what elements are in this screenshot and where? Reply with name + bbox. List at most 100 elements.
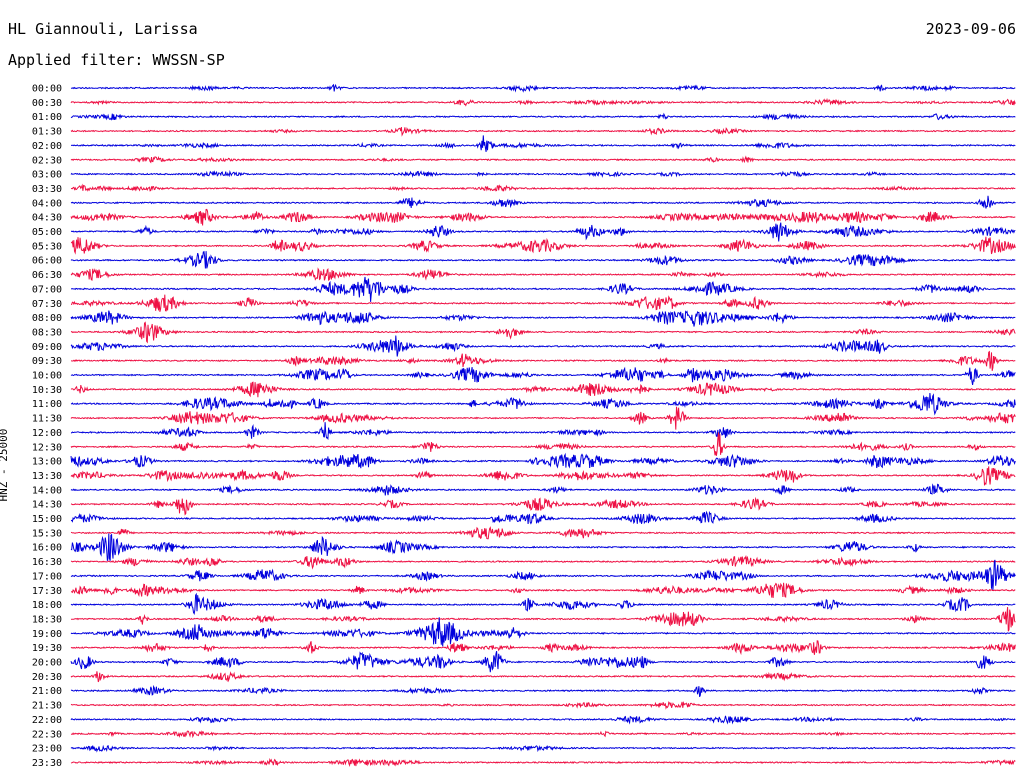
row-time-label: 04:30 xyxy=(32,213,62,224)
seismic-trace-row xyxy=(70,466,1016,486)
filter-label: Applied filter: WWSSN-SP xyxy=(8,51,225,69)
seismic-trace-row xyxy=(70,169,1016,178)
seismic-trace-row xyxy=(70,97,1016,107)
row-time-label: 03:00 xyxy=(32,170,62,181)
row-time-label: 01:00 xyxy=(32,112,62,123)
station-title: HL Giannouli, Larissa xyxy=(8,20,198,38)
row-time-label: 04:00 xyxy=(32,198,62,209)
row-time-label: 01:30 xyxy=(32,127,62,138)
seismic-trace-row xyxy=(70,183,1016,192)
seismic-trace-row xyxy=(70,554,1016,570)
row-time-label: 07:30 xyxy=(32,299,62,310)
seismic-trace-row xyxy=(70,195,1016,209)
row-time-label: 17:30 xyxy=(32,586,62,597)
row-time-label: 15:00 xyxy=(32,514,62,525)
seismic-trace-row xyxy=(70,267,1016,282)
row-time-label: 10:30 xyxy=(32,385,62,396)
row-time-label: 14:30 xyxy=(32,500,62,511)
row-time-label: 21:00 xyxy=(32,686,62,697)
seismic-trace-row xyxy=(70,496,1016,516)
seismic-trace-row xyxy=(70,701,1016,710)
seismic-trace-row xyxy=(70,392,1016,416)
seismic-trace-row xyxy=(70,422,1016,441)
seismic-trace-row xyxy=(70,310,1016,327)
seismic-trace-row xyxy=(70,366,1016,385)
seismic-trace-row xyxy=(70,684,1016,698)
seismic-trace-row xyxy=(70,83,1016,93)
row-time-label: 13:30 xyxy=(32,471,62,482)
seismic-trace-row xyxy=(70,533,1016,561)
row-time-label: 12:30 xyxy=(32,442,62,453)
row-time-label: 20:00 xyxy=(32,658,62,669)
seismic-trace-row xyxy=(70,208,1016,226)
seismic-trace-row xyxy=(70,650,1016,673)
seismic-trace-row xyxy=(70,155,1016,164)
seismic-trace-row xyxy=(70,335,1016,357)
row-time-label: 05:00 xyxy=(32,227,62,238)
seismic-trace-row xyxy=(70,640,1016,656)
date-label: 2023-09-06 xyxy=(925,20,1016,38)
seismic-trace-row xyxy=(70,236,1016,255)
row-time-label: 16:00 xyxy=(32,543,62,554)
row-time-label: 08:00 xyxy=(32,313,62,324)
seismic-trace-row xyxy=(70,135,1016,152)
seismic-trace-row xyxy=(70,276,1016,302)
row-time-label: 17:00 xyxy=(32,571,62,582)
seismic-trace-row xyxy=(70,730,1016,739)
row-time-label: 13:00 xyxy=(32,457,62,468)
row-time-label: 15:30 xyxy=(32,528,62,539)
row-time-label: 03:30 xyxy=(32,184,62,195)
seismic-trace-row xyxy=(70,406,1016,430)
seismic-trace-row xyxy=(70,483,1016,496)
seismic-trace-row xyxy=(70,757,1016,767)
seismic-trace-row xyxy=(70,432,1016,456)
seismic-trace-row xyxy=(70,592,1016,615)
row-time-label: 05:30 xyxy=(32,241,62,252)
seismic-trace-row xyxy=(70,526,1016,540)
seismic-trace-row xyxy=(71,294,1016,312)
seismic-trace-row xyxy=(70,617,1016,647)
seismic-trace-row xyxy=(70,452,1016,469)
seismic-trace-row xyxy=(70,671,1016,683)
seismic-trace-row xyxy=(71,582,1016,598)
row-time-label: 00:00 xyxy=(32,84,62,95)
row-time-label: 23:30 xyxy=(32,758,62,769)
row-time-label: 09:30 xyxy=(32,356,62,367)
row-time-label: 18:30 xyxy=(32,614,62,625)
row-time-label: 10:00 xyxy=(32,371,62,382)
row-time-label: 09:00 xyxy=(32,342,62,353)
row-time-label: 14:00 xyxy=(32,485,62,496)
row-time-label: 02:30 xyxy=(32,155,62,166)
row-time-label: 08:30 xyxy=(32,327,62,338)
row-time-label: 19:30 xyxy=(32,643,62,654)
row-time-label: 21:30 xyxy=(32,701,62,712)
seismic-trace-row xyxy=(71,350,1016,371)
row-time-label: 06:00 xyxy=(32,256,62,267)
seismic-trace-row xyxy=(70,510,1016,525)
seismic-trace-row xyxy=(70,250,1016,269)
row-time-label: 22:00 xyxy=(32,715,62,726)
row-time-label: 12:00 xyxy=(32,428,62,439)
seismic-trace-row xyxy=(70,126,1016,137)
row-time-label: 18:00 xyxy=(32,600,62,611)
row-time-label: 11:00 xyxy=(32,399,62,410)
row-time-label: 23:00 xyxy=(32,744,62,755)
seismic-trace-row xyxy=(70,744,1016,753)
row-time-label: 07:00 xyxy=(32,284,62,295)
seismic-trace-row xyxy=(70,559,1016,591)
seismic-trace-row xyxy=(70,381,1016,398)
row-time-label: 19:00 xyxy=(32,629,62,640)
seismic-trace-row xyxy=(70,222,1016,242)
row-time-label: 16:30 xyxy=(32,557,62,568)
seismic-trace-row xyxy=(70,321,1016,344)
row-time-label: 20:30 xyxy=(32,672,62,683)
row-time-label: 02:00 xyxy=(32,141,62,152)
row-time-label: 00:30 xyxy=(32,98,62,109)
row-time-label: 06:30 xyxy=(32,270,62,281)
seismic-trace-row xyxy=(70,715,1016,725)
row-time-label: 22:30 xyxy=(32,729,62,740)
seismic-trace-row xyxy=(70,606,1016,632)
seismic-trace-row xyxy=(70,112,1016,121)
row-time-label: 11:30 xyxy=(32,414,62,425)
